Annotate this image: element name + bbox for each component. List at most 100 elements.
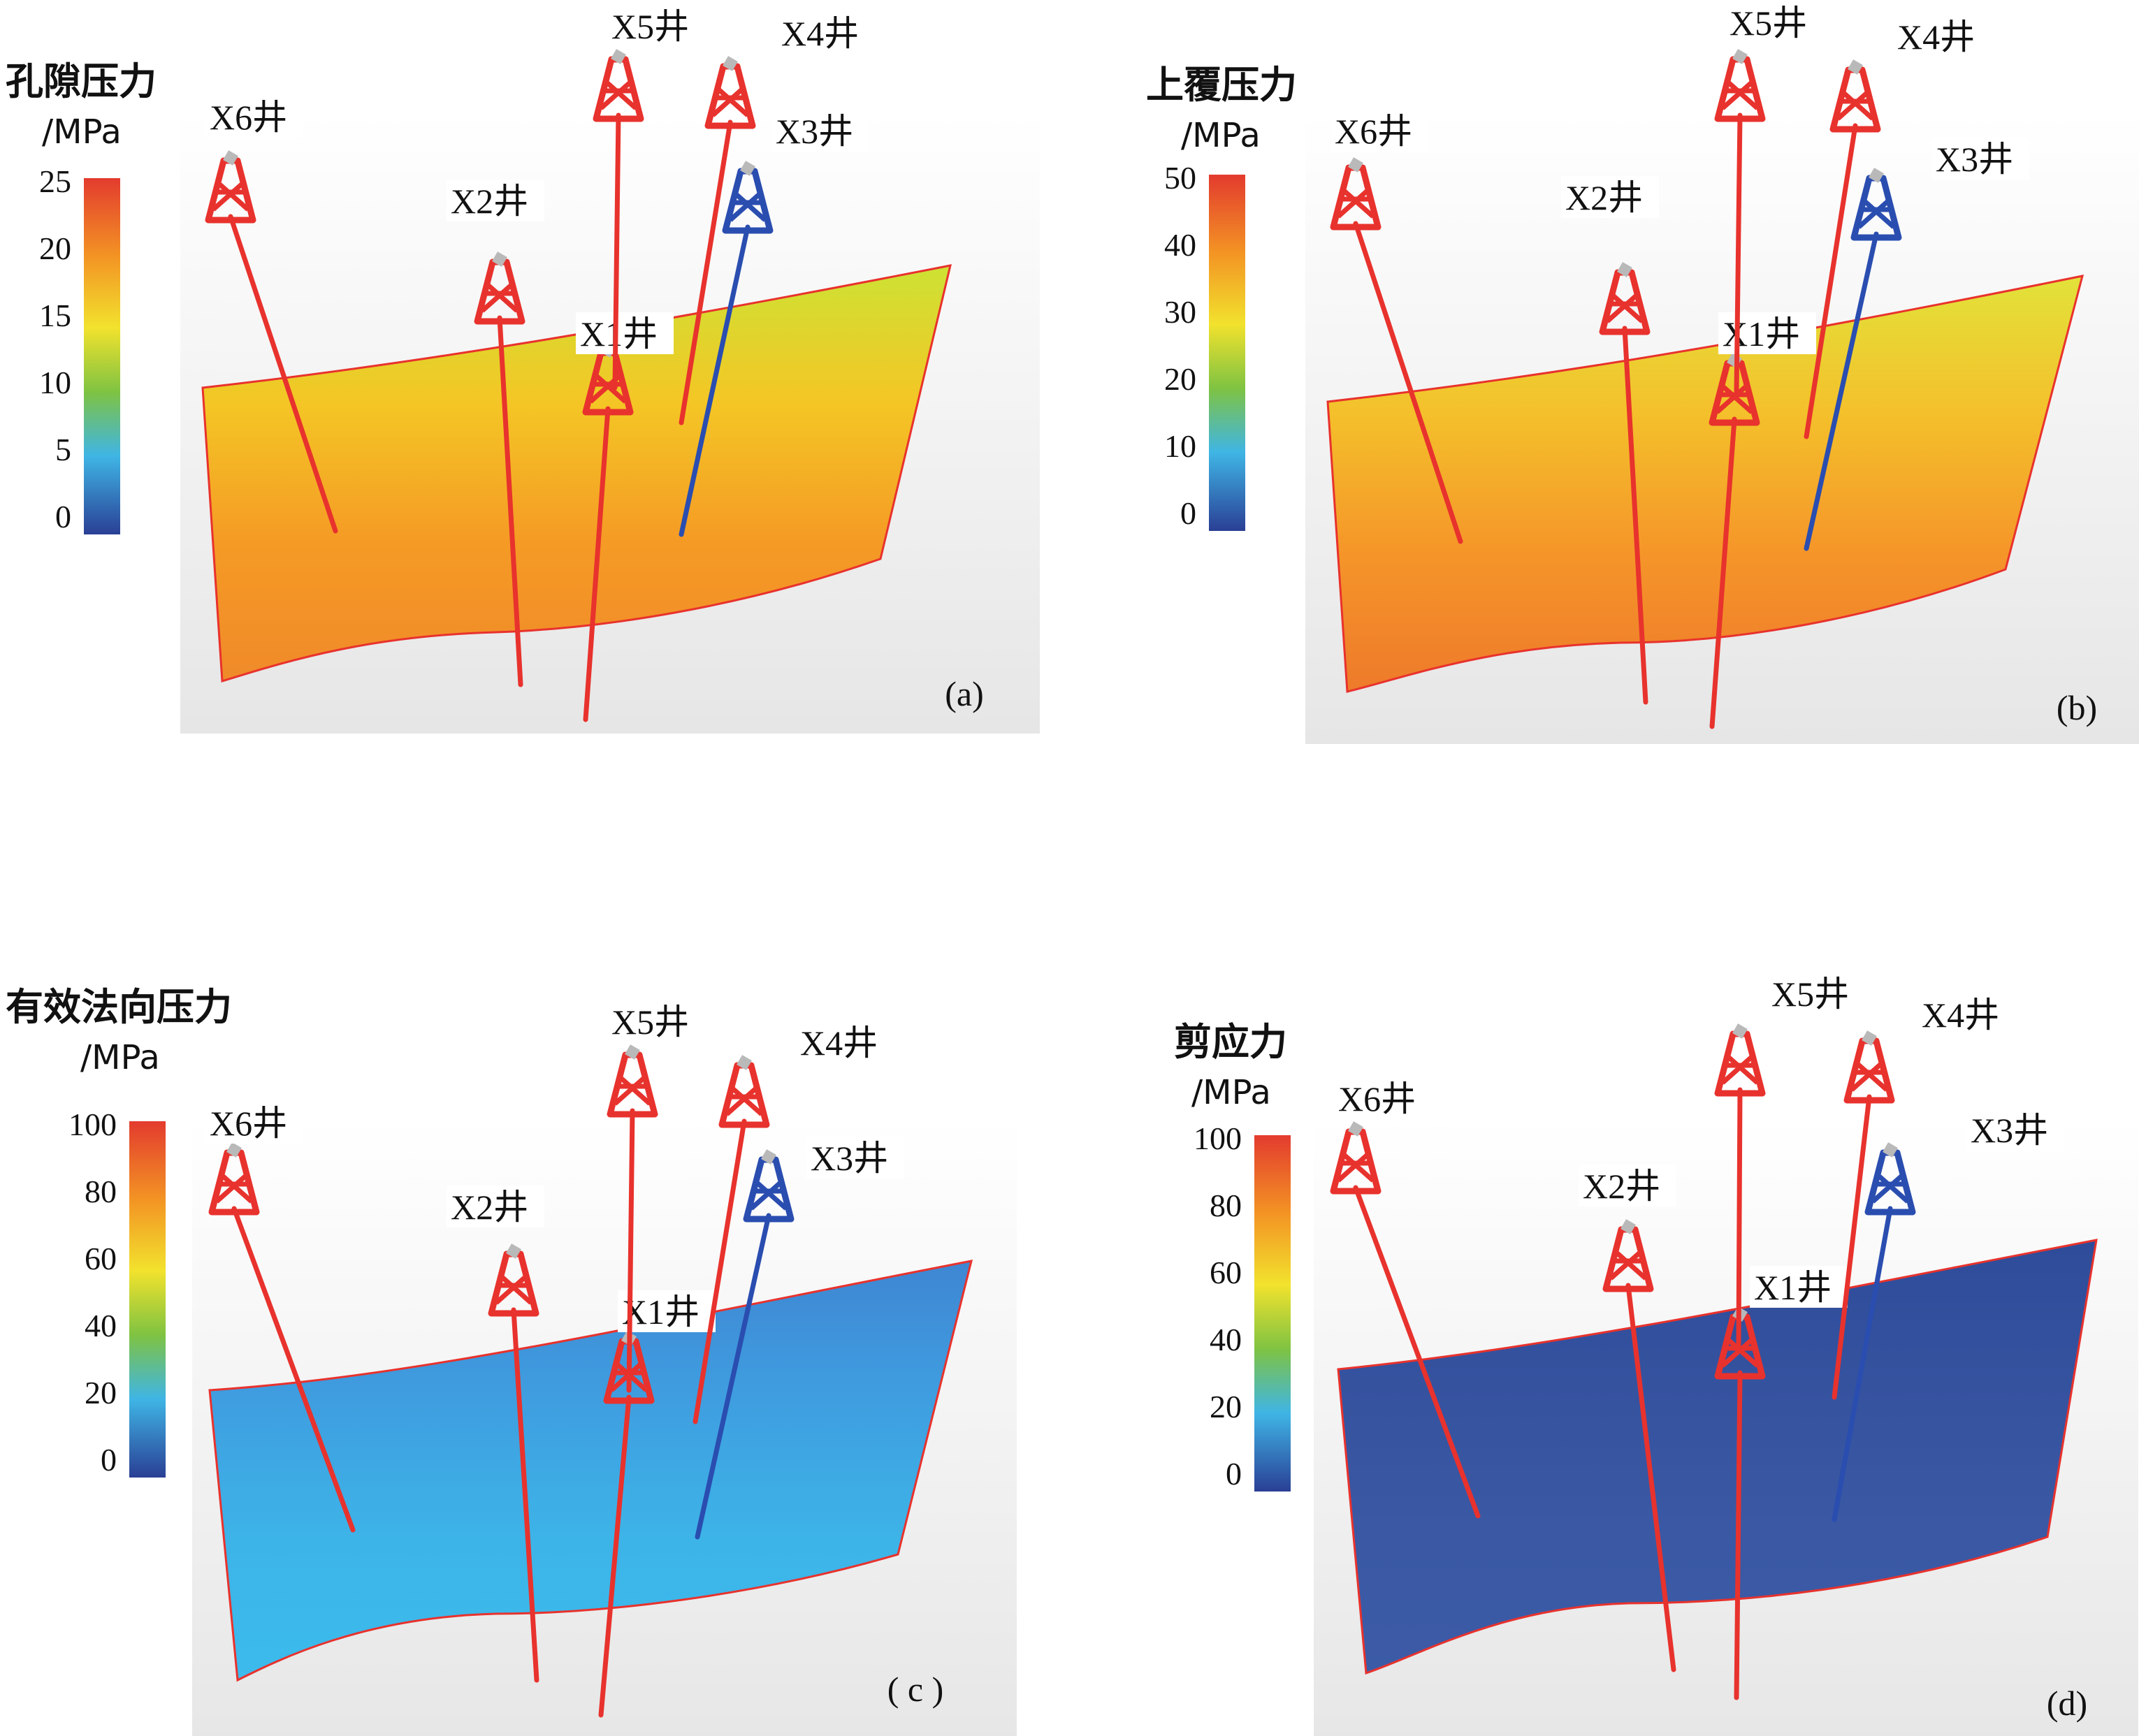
well-trajectory — [231, 1206, 356, 1533]
colorbar-title: 有效法向压力 — [6, 985, 232, 1029]
stress-surface — [201, 264, 952, 683]
well-x2: X2井 — [447, 1186, 544, 1683]
well-trajectory — [679, 119, 733, 425]
colorbar-tick: 80 — [1210, 1188, 1242, 1223]
well-trajectory — [583, 406, 611, 722]
well-x2: X2井 — [1579, 1165, 1676, 1672]
well-trajectory — [1832, 1206, 1893, 1522]
well-label: X3井 — [811, 1139, 888, 1178]
well-label-bg — [777, 12, 875, 54]
well-x3: X3井 — [1804, 138, 2029, 551]
derrick-icon — [718, 1055, 770, 1128]
well-x3: X3井 — [1832, 1109, 2064, 1522]
colorbar-tick: 40 — [1164, 227, 1196, 263]
colorbar-unit: /MPa — [1181, 116, 1261, 155]
well-label: X6井 — [210, 98, 287, 137]
derrick-icon — [1602, 1219, 1654, 1292]
colorbar-tick: 20 — [1164, 361, 1196, 397]
colorbar-tick: 50 — [1164, 160, 1196, 196]
colorbar-title: 孔隙压力 — [6, 59, 157, 103]
well-trajectory — [1734, 1370, 1743, 1700]
colorbar-unit: /MPa — [42, 112, 122, 152]
colorbar-tick: 0 — [55, 499, 71, 534]
well-label-bg — [806, 1137, 904, 1179]
well-x2: X2井 — [1561, 176, 1659, 705]
well-label-bg — [205, 1102, 303, 1144]
well-trajectory — [679, 224, 751, 537]
colorbar-tick: 5 — [55, 432, 71, 467]
colorbar-tick: 20 — [39, 231, 71, 266]
well-x6: X6井 — [1330, 110, 1463, 544]
derrick-icon — [722, 161, 774, 234]
well-x6: X6井 — [205, 1102, 356, 1533]
well-label: X4井 — [1922, 995, 1999, 1035]
well-label-bg — [447, 1186, 544, 1227]
well-label-bg — [447, 180, 544, 221]
colorbar-tick: 20 — [85, 1375, 117, 1410]
derrick-icon — [743, 1149, 795, 1223]
well-label-bg — [1579, 1165, 1676, 1206]
panel-label: ( c ) — [887, 1670, 944, 1709]
well-label: X2井 — [1583, 1167, 1660, 1206]
colorbar-tick: 10 — [39, 365, 71, 400]
well-trajectory — [1622, 326, 1648, 705]
well-label: X4井 — [781, 14, 859, 53]
well-x5: X5井 — [593, 5, 705, 391]
colorbar-tick: 100 — [1194, 1121, 1242, 1156]
well-trajectory — [693, 1118, 747, 1424]
well-x6: X6井 — [205, 96, 338, 534]
derrick-icon — [1829, 59, 1881, 133]
well-label: X1井 — [1754, 1268, 1832, 1307]
stress-surface — [1326, 275, 2084, 693]
well-trajectory — [228, 214, 338, 534]
well-x1: X1井 — [576, 312, 674, 722]
stress-surface — [208, 1260, 973, 1682]
derrick-icon — [474, 251, 525, 325]
well-trajectory — [1804, 123, 1858, 439]
well-label: X3井 — [1971, 1111, 2048, 1150]
colorbar-tick: 10 — [1164, 428, 1196, 464]
well-x5: X5井 — [1714, 1, 1823, 394]
well-label-bg — [1334, 1077, 1432, 1119]
well-label: X4井 — [1897, 17, 1975, 57]
well-label-bg — [607, 5, 705, 47]
well-label-bg — [1893, 15, 1991, 57]
panel-label: (a) — [945, 674, 984, 713]
well-trajectory — [1734, 112, 1743, 394]
colorbar-tick: 0 — [1226, 1456, 1242, 1491]
colorbar-tick: 0 — [101, 1442, 117, 1478]
well-trajectory — [695, 1213, 771, 1540]
colorbar — [84, 178, 120, 534]
panel-d: 剪应力/MPa 100 80 60 40 20 0 X6井 X2井 X1井 X5井 X4井 X3井 (d) — [1174, 972, 2138, 1736]
derrick-icon — [488, 1243, 539, 1317]
well-x3: X3井 — [679, 110, 869, 537]
well-x4: X4井 — [679, 12, 875, 425]
colorbar-title: 上覆压力 — [1146, 63, 1297, 107]
colorbar-tick: 40 — [1210, 1322, 1242, 1357]
panel-a: 孔隙压力/MPa 25 20 15 10 5 0 X6井 X2井 X1井 X5井 X4井 X3井 (a) — [6, 5, 1040, 734]
well-trajectory — [1353, 1185, 1481, 1519]
stress-surface — [1337, 1239, 2098, 1675]
well-x5: X5井 — [607, 1000, 705, 1393]
well-x4: X4井 — [1832, 993, 2015, 1400]
well-trajectory — [1353, 221, 1463, 544]
well-label-bg — [1767, 972, 1865, 1014]
well-label: X6井 — [1335, 112, 1412, 151]
well-label: X2井 — [1565, 178, 1643, 217]
well-label: X6井 — [1338, 1079, 1416, 1118]
well-x4: X4井 — [1804, 15, 1991, 439]
well-label-bg — [618, 1290, 716, 1332]
well-label: X5井 — [1730, 3, 1807, 43]
colorbar-unit: /MPa — [1191, 1073, 1271, 1112]
colorbar — [1209, 175, 1245, 531]
colorbar-tick: 40 — [85, 1308, 117, 1343]
well-x6: X6井 — [1330, 1077, 1481, 1519]
well-label: X3井 — [776, 112, 853, 151]
well-label-bg — [1966, 1109, 2064, 1151]
well-label-bg — [1931, 138, 2029, 180]
colorbar-tick: 25 — [39, 163, 71, 199]
well-label: X2井 — [451, 1188, 528, 1227]
well-label-bg — [796, 1021, 894, 1063]
well-label: X1井 — [622, 1292, 699, 1332]
